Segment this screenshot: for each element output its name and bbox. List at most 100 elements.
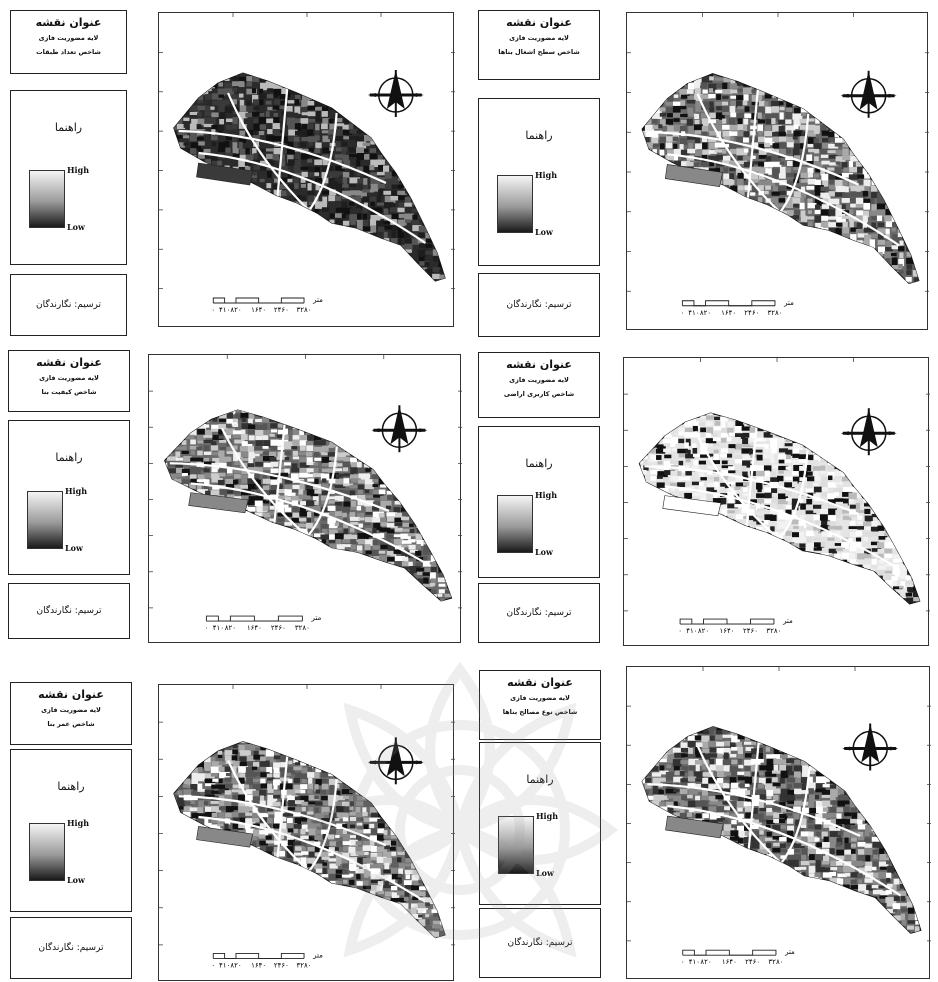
credit-box: ترسیم: نگارندگان xyxy=(478,583,600,643)
legend-low-label: Low xyxy=(536,868,554,878)
credit-box: ترسیم: نگارندگان xyxy=(478,273,600,337)
legend-high-label: High xyxy=(535,170,557,180)
map-title: عنوان نقشه xyxy=(479,16,599,29)
map-title-box: عنوان نقشه لایه مضوریت فازی شاخص نوع مصالح… xyxy=(479,670,601,740)
scale-label: ۱۶۴۰ xyxy=(719,627,734,635)
scale-unit: متر xyxy=(312,951,323,959)
layer-name: لایه مضوریت فازی xyxy=(9,373,129,383)
scale-label: ۸۲۰ xyxy=(698,627,709,635)
scale-label: ۳۲۸۰ xyxy=(297,961,312,969)
scale-label: ۲۴۶۰ xyxy=(743,627,758,635)
legend-title: راهنما xyxy=(11,121,126,134)
north-arrow-icon xyxy=(841,408,897,455)
map-title-box: عنوان نقشه لایه مضوریت فازی شاخص تعداد طبق… xyxy=(10,10,127,74)
scale-label: ۲۴۶۰ xyxy=(744,309,759,317)
scale-label: ۱۶۴۰ xyxy=(247,624,262,632)
index-name: شاخص کاربری اراضی xyxy=(479,389,599,399)
legend-color-ramp xyxy=(497,495,533,553)
map-title: عنوان نقشه xyxy=(11,16,126,29)
credit-box: ترسیم: نگارندگان xyxy=(10,274,127,336)
scale-label: ۲۴۶۰ xyxy=(745,958,760,966)
map-title: عنوان نقشه xyxy=(9,356,129,369)
legend-box: راهنما High Low xyxy=(479,742,601,905)
index-name: شاخص تعداد طبقات xyxy=(11,47,126,57)
legend-title: راهنما xyxy=(479,457,599,470)
scale-unit: متر xyxy=(783,299,794,307)
layer-name: لایه مضوریت فازی xyxy=(11,705,131,715)
layer-name: لایه مضوریت فازی xyxy=(11,33,126,43)
legend-title: راهنما xyxy=(11,780,131,793)
north-arrow-icon xyxy=(371,405,427,452)
scale-label: ۸۲۰ xyxy=(700,958,711,966)
credit-text: ترسیم: نگارندگان xyxy=(36,300,101,310)
layer-name: لایه مضوریت فازی xyxy=(480,693,600,703)
scale-label: ۳۲۸۰ xyxy=(768,958,783,966)
legend-color-ramp xyxy=(27,491,63,549)
scale-label: ۲۴۶۰ xyxy=(274,961,289,969)
north-arrow-icon xyxy=(842,723,898,770)
scale-unit: متر xyxy=(311,614,322,622)
map-title: عنوان نقشه xyxy=(480,676,600,689)
scale-label: ۸۲۰ xyxy=(230,306,241,314)
scale-label: ۱۶۴۰ xyxy=(722,958,737,966)
scale-label: ۴۱۰ xyxy=(213,624,224,632)
legend-color-ramp xyxy=(29,170,65,228)
scale-label: ۳۲۸۰ xyxy=(297,306,312,314)
scale-unit: متر xyxy=(312,296,323,304)
scale-label: ۰ xyxy=(678,627,682,635)
legend-high-label: High xyxy=(536,811,558,821)
index-name: شاخص عمر بنا xyxy=(11,719,131,729)
legend-low-label: Low xyxy=(67,222,85,232)
legend-title: راهنما xyxy=(479,129,599,142)
map-title-box: عنوان نقشه لایه مضوریت فازی شاخص عمر بنا xyxy=(10,682,132,745)
credit-box: ترسیم: نگارندگان xyxy=(479,908,601,978)
scale-unit: متر xyxy=(784,948,795,956)
scale-label: ۴۱۰ xyxy=(219,306,230,314)
scale-label: ۳۲۸۰ xyxy=(766,627,781,635)
legend-color-ramp xyxy=(498,816,534,874)
legend-low-label: Low xyxy=(65,543,83,553)
scale-label: ۴۱۰ xyxy=(686,627,697,635)
legend-high-label: High xyxy=(67,818,89,828)
scale-label: ۳۲۸۰ xyxy=(767,309,782,317)
scale-label: ۲۴۶۰ xyxy=(271,624,286,632)
scale-label: ۲۴۶۰ xyxy=(274,306,289,314)
scale-label: ۴۱۰ xyxy=(219,961,230,969)
credit-text: ترسیم: نگارندگان xyxy=(36,606,101,616)
credit-box: ترسیم: نگارندگان xyxy=(10,917,132,979)
layer-name: لایه مضوریت فازی xyxy=(479,375,599,385)
scale-label: ۸۲۰ xyxy=(230,961,241,969)
map-title: عنوان نقشه xyxy=(11,688,131,701)
scale-label: ۰ xyxy=(681,958,685,966)
legend-color-ramp xyxy=(497,175,533,233)
credit-text: ترسیم: نگارندگان xyxy=(38,943,103,953)
scale-label: ۳۲۸۰ xyxy=(295,624,310,632)
index-name: شاخص نوع مصالح بناها xyxy=(480,707,600,717)
scale-label: ۴۱۰ xyxy=(689,958,700,966)
scale-label: ۰ xyxy=(680,309,684,317)
legend-high-label: High xyxy=(67,165,89,175)
legend-box: راهنما High Low xyxy=(10,90,127,265)
scale-unit: متر xyxy=(782,617,793,625)
legend-low-label: Low xyxy=(535,547,553,557)
credit-box: ترسیم: نگارندگان xyxy=(8,583,130,639)
legend-high-label: High xyxy=(65,486,87,496)
legend-title: راهنما xyxy=(480,773,600,786)
